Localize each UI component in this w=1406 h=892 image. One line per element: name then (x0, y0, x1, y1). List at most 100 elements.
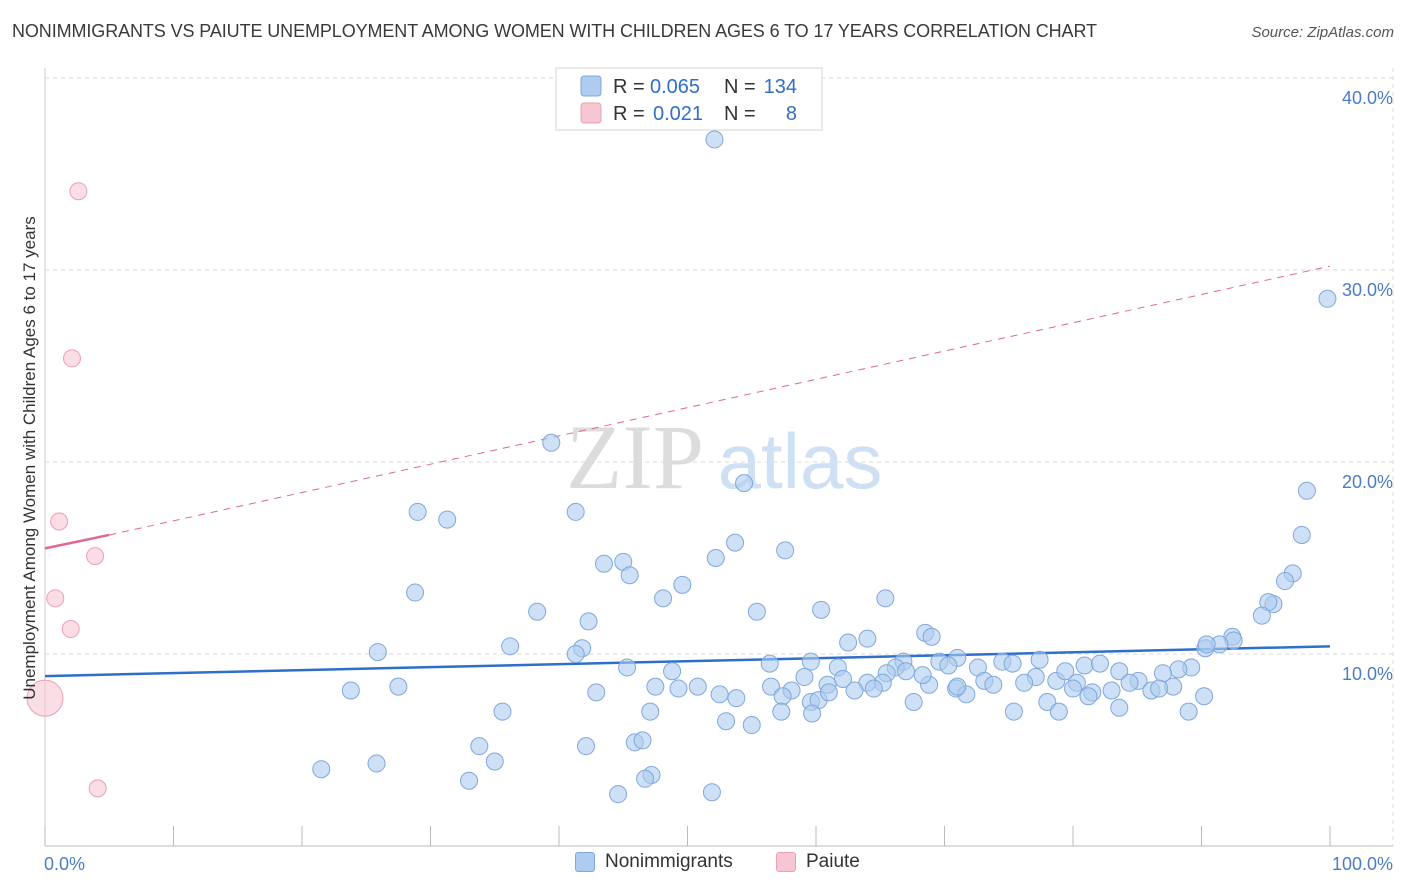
point-nonimmigrants (1252, 606, 1271, 625)
point-nonimmigrants (948, 677, 967, 696)
point-nonimmigrants (1110, 662, 1129, 681)
point-nonimmigrants (368, 643, 387, 662)
point-nonimmigrants (1049, 702, 1068, 721)
legend-n-value: 134 (764, 76, 797, 98)
point-nonimmigrants (673, 575, 692, 594)
point-nonimmigrants (1064, 679, 1082, 698)
point-nonimmigrants (636, 769, 655, 788)
point-nonimmigrants (438, 510, 457, 529)
point-paiute (50, 512, 69, 531)
gridlines (45, 68, 1394, 846)
point-paiute (46, 589, 65, 608)
point-nonimmigrants (939, 656, 958, 675)
legend-n-label: N = (724, 76, 756, 98)
point-nonimmigrants (1120, 673, 1139, 692)
trend-line-paiute-dashed (109, 265, 1331, 536)
point-nonimmigrants (858, 629, 877, 648)
point-nonimmigrants (669, 679, 688, 698)
point-nonimmigrants (706, 549, 725, 567)
point-paiute (69, 182, 88, 201)
point-nonimmigrants (501, 637, 520, 656)
point-nonimmigrants (1038, 693, 1057, 711)
y-tick-label: 20.0% (1342, 472, 1393, 492)
point-nonimmigrants (389, 677, 408, 696)
point-nonimmigrants (710, 685, 729, 704)
point-nonimmigrants (1079, 687, 1098, 706)
point-nonimmigrants (566, 502, 585, 521)
point-nonimmigrants (742, 716, 761, 735)
watermark-zip: ZIP (566, 406, 704, 508)
point-nonimmigrants (833, 669, 852, 688)
point-nonimmigrants (1090, 654, 1109, 673)
point-nonimmigrants (341, 681, 360, 700)
point-nonimmigrants (367, 754, 386, 773)
point-nonimmigrants (609, 785, 628, 804)
point-paiute (86, 547, 105, 566)
bottom-legend-item-nonimmigrants: Nonimmigrants (575, 851, 733, 873)
trend-lines (44, 265, 1331, 678)
point-paiute (26, 679, 64, 717)
point-nonimmigrants (727, 689, 746, 708)
legend-swatch-paiute (580, 102, 602, 124)
legend-swatch-nonimmigrants (580, 75, 602, 97)
point-paiute (62, 349, 81, 368)
point-nonimmigrants (735, 474, 754, 493)
point-nonimmigrants (795, 668, 814, 687)
point-nonimmigrants (1197, 635, 1216, 654)
point-nonimmigrants (1004, 702, 1023, 721)
bottom-legend-label: Paiute (806, 851, 860, 872)
point-nonimmigrants (1110, 698, 1129, 717)
point-nonimmigrants (470, 737, 489, 756)
legend-n-label: N = (724, 103, 756, 125)
point-nonimmigrants (641, 702, 660, 721)
bottom-legend: Nonimmigrants Paiute (0, 851, 1406, 879)
point-nonimmigrants (528, 602, 547, 621)
bottom-legend-swatch (776, 852, 796, 872)
point-nonimmigrants (762, 677, 781, 696)
point-nonimmigrants (663, 662, 682, 681)
legend-r-label: R = (613, 103, 645, 125)
point-nonimmigrants (579, 612, 598, 631)
point-nonimmigrants (1169, 660, 1188, 679)
point-nonimmigrants (406, 583, 425, 602)
point-nonimmigrants (845, 681, 864, 700)
point-nonimmigrants (1195, 687, 1214, 706)
point-nonimmigrants (773, 687, 792, 706)
point-nonimmigrants (1297, 481, 1316, 500)
y-tick-labels: 10.0% 20.0% 30.0% 40.0% (1342, 88, 1393, 684)
point-nonimmigrants (594, 554, 613, 573)
point-nonimmigrants (1015, 673, 1034, 692)
point-nonimmigrants (542, 433, 561, 452)
bottom-legend-label: Nonimmigrants (605, 851, 733, 872)
point-nonimmigrants (747, 602, 766, 621)
legend-r-value: 0.021 (653, 103, 703, 125)
point-nonimmigrants (312, 760, 331, 779)
point-nonimmigrants (839, 633, 858, 652)
source-credit: Source: ZipAtlas.com (1251, 24, 1394, 41)
x-tick-label-max: 100.0% (1332, 854, 1393, 874)
point-nonimmigrants (1030, 650, 1049, 669)
bottom-legend-swatch (575, 852, 595, 872)
bottom-legend-item-paiute: Paiute (776, 851, 860, 873)
y-tick-label: 10.0% (1342, 664, 1393, 684)
legend-r-label: R = (613, 76, 645, 98)
point-nonimmigrants (801, 652, 820, 671)
chart-title: NONIMMIGRANTS VS PAIUTE UNEMPLOYMENT AMO… (12, 21, 1097, 41)
point-nonimmigrants (904, 693, 923, 711)
legend: R = 0.065 N = 134 R = 0.021 N = 8 (555, 67, 823, 131)
point-nonimmigrants (760, 654, 779, 673)
point-nonimmigrants (587, 683, 606, 702)
point-nonimmigrants (1150, 679, 1169, 698)
point-nonimmigrants (1056, 662, 1075, 681)
point-nonimmigrants (646, 677, 665, 696)
point-nonimmigrants (408, 502, 427, 521)
point-nonimmigrants (776, 541, 795, 560)
watermark: ZIP atlas (566, 406, 882, 508)
point-nonimmigrants (705, 130, 724, 149)
point-nonimmigrants (1003, 654, 1022, 673)
point-nonimmigrants (688, 677, 707, 696)
point-nonimmigrants (1292, 525, 1311, 544)
trend-line-paiute (44, 533, 110, 550)
point-nonimmigrants (819, 683, 838, 702)
trend-line-nonimmigrants (44, 645, 1331, 678)
